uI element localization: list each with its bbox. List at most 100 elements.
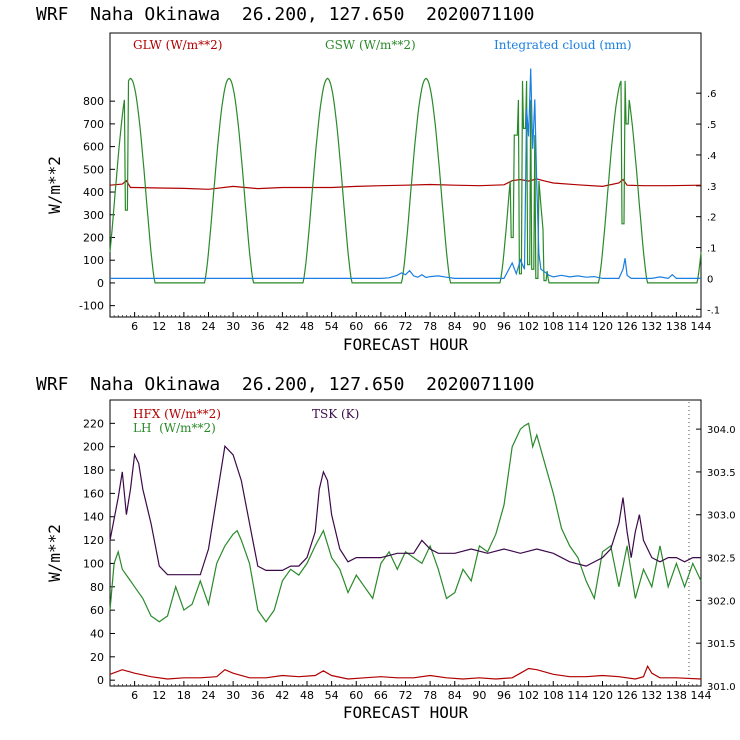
y2-tick-label: 303.0 xyxy=(707,511,736,522)
x-tick-label: 138 xyxy=(666,320,687,333)
y-tick-label: 180 xyxy=(83,464,104,477)
x-tick-label: 84 xyxy=(448,320,462,333)
x-tick-label: 120 xyxy=(592,320,613,333)
x-tick-label: 72 xyxy=(399,320,413,333)
x-tick-label: 72 xyxy=(399,689,413,702)
x-tick-label: 102 xyxy=(518,689,539,702)
y-tick-label: 80 xyxy=(90,581,104,594)
y2-tick-label: .2 xyxy=(707,213,717,224)
legend-tsk: TSK (K) xyxy=(312,407,359,421)
legend-gsw: GSW (W/m**2) xyxy=(325,38,416,52)
panel-1-legend: GLW (W/m**2) GSW (W/m**2) Integrated clo… xyxy=(133,38,632,52)
y-tick-label: 0 xyxy=(97,674,104,687)
x-tick-label: 6 xyxy=(131,689,138,702)
x-tick-label: 114 xyxy=(567,689,588,702)
y-tick-label: 60 xyxy=(90,604,104,617)
y2-tick-label: 304.0 xyxy=(707,425,736,436)
x-tick-label: 12 xyxy=(152,689,166,702)
x-tick-label: 144 xyxy=(691,689,712,702)
y2-tick-label: 0 xyxy=(707,274,713,285)
x-tick-label: 120 xyxy=(592,689,613,702)
x-tick-label: 24 xyxy=(202,320,216,333)
x-tick-label: 90 xyxy=(472,320,486,333)
y2-tick-label: .3 xyxy=(707,182,717,193)
y-tick-label: 20 xyxy=(90,651,104,664)
y-tick-label: 800 xyxy=(83,95,104,108)
x-tick-label: 78 xyxy=(423,689,437,702)
x-tick-label: 18 xyxy=(177,689,191,702)
x-tick-label: 108 xyxy=(543,689,564,702)
x-tick-label: 102 xyxy=(518,320,539,333)
y-tick-label: -100 xyxy=(79,300,104,313)
x-tick-label: 36 xyxy=(251,689,265,702)
x-tick-label: 24 xyxy=(202,689,216,702)
panel-2-ticks: 6 12 18 24 30 36 42 48 54 60 66 72 78 84 90 96 102 108 114… xyxy=(83,402,736,702)
x-tick-label: 18 xyxy=(177,320,191,333)
y-tick-label: 220 xyxy=(83,417,104,430)
x-tick-label: 48 xyxy=(300,689,314,702)
panel-1-y-axis-label: W/m**2 xyxy=(45,156,64,214)
panel-1-header: WRF Naha Okinawa 26.200, 127.650 2020071… xyxy=(36,4,535,25)
flux-panel: WRF Naha Okinawa 26.200, 127.650 2020071… xyxy=(36,374,736,722)
y-tick-label: 0 xyxy=(97,277,104,290)
y2-tick-label: .1 xyxy=(707,244,717,255)
y2-tick-label: 302.5 xyxy=(707,554,736,565)
x-tick-label: 138 xyxy=(666,689,687,702)
x-tick-label: 132 xyxy=(641,320,662,333)
x-tick-label: 126 xyxy=(617,320,638,333)
series-line-hfx xyxy=(109,664,702,680)
y-tick-label: 100 xyxy=(83,557,104,570)
y2-tick-label: 301.0 xyxy=(707,682,736,693)
x-tick-label: 54 xyxy=(325,320,339,333)
y2-tick-label: 301.5 xyxy=(707,639,736,650)
x-tick-label: 126 xyxy=(617,689,638,702)
x-tick-label: 54 xyxy=(325,689,339,702)
panel-1-series xyxy=(109,68,702,284)
legend-glw: GLW (W/m**2) xyxy=(133,38,222,52)
y-tick-label: 200 xyxy=(83,231,104,244)
y2-tick-label: .5 xyxy=(707,120,717,131)
y-tick-label: 500 xyxy=(83,163,104,176)
y-tick-label: 100 xyxy=(83,254,104,267)
panel-2-y-axis-label: W/m**2 xyxy=(45,524,64,582)
y-tick-label: 160 xyxy=(83,487,104,500)
y-tick-label: 120 xyxy=(83,534,104,547)
x-tick-label: 36 xyxy=(251,320,265,333)
y-tick-label: 700 xyxy=(83,118,104,131)
y2-tick-label: -.1 xyxy=(707,305,720,316)
x-tick-label: 144 xyxy=(691,320,712,333)
x-tick-label: 84 xyxy=(448,689,462,702)
x-tick-label: 114 xyxy=(567,320,588,333)
panel-2-series xyxy=(109,422,702,680)
x-tick-label: 12 xyxy=(152,320,166,333)
series-line-tsk xyxy=(109,444,701,576)
y2-tick-label: 303.5 xyxy=(707,468,736,479)
y2-tick-label: .6 xyxy=(707,89,717,100)
y-tick-label: 40 xyxy=(90,627,104,640)
y-tick-label: 300 xyxy=(83,209,104,222)
y-tick-label: 200 xyxy=(83,441,104,454)
legend-hfx: HFX (W/m**2) xyxy=(133,407,221,421)
x-tick-label: 30 xyxy=(226,320,240,333)
x-tick-label: 66 xyxy=(374,689,388,702)
series-line-gsw xyxy=(109,77,702,284)
legend-lh: LH (W/m**2) xyxy=(133,421,216,435)
y2-tick-label: .4 xyxy=(707,151,717,162)
x-tick-label: 60 xyxy=(349,320,363,333)
radiation-panel: WRF Naha Okinawa 26.200, 127.650 2020071… xyxy=(36,4,720,354)
x-tick-label: 108 xyxy=(543,320,564,333)
series-line-integrated xyxy=(110,68,701,280)
x-tick-label: 42 xyxy=(275,320,289,333)
series-line-glw xyxy=(109,178,702,190)
x-tick-label: 132 xyxy=(641,689,662,702)
panel-2-x-axis-label: FORECAST HOUR xyxy=(343,703,469,722)
x-tick-label: 6 xyxy=(131,320,138,333)
panel-1-ticks: 6 12 18 24 30 36 42 48 54 60 66 72 78 84 90 96 102 108 114… xyxy=(79,89,720,333)
panel-2-legend: HFX (W/m**2) LH (W/m**2) TSK (K) xyxy=(133,407,359,435)
x-tick-label: 96 xyxy=(497,320,511,333)
y-tick-label: 400 xyxy=(83,186,104,199)
y-tick-label: 140 xyxy=(83,511,104,524)
x-tick-label: 30 xyxy=(226,689,240,702)
x-tick-label: 96 xyxy=(497,689,511,702)
